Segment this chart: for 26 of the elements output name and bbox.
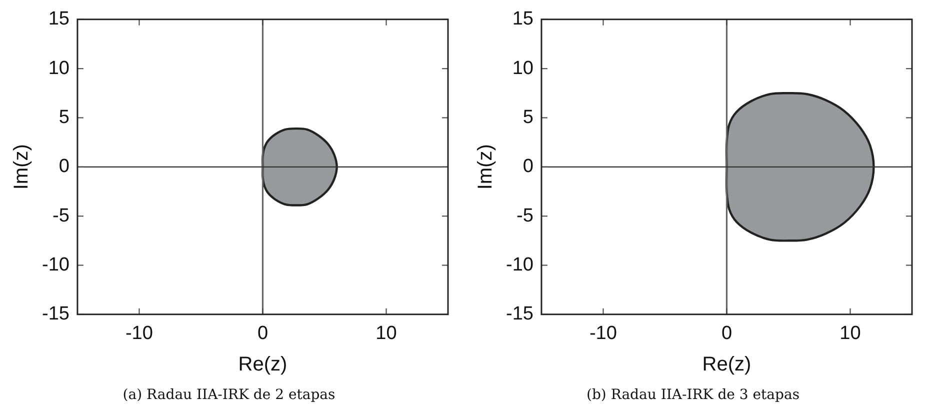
y-tick-label: -10 [506, 254, 534, 276]
y-tick-label: -5 [516, 205, 534, 226]
x-tick-label: 0 [257, 323, 268, 344]
y-axis-title: Im(z) [474, 144, 497, 190]
y-tick-label: 0 [58, 156, 70, 178]
x-tick-label: 10 [840, 323, 861, 344]
x-tick-label: -10 [589, 323, 617, 344]
text: (a) Radau IIA-IRK de 2 etapas [122, 387, 336, 404]
y-tick-label: 0 [522, 156, 534, 178]
x-axis-title: Re(z) [238, 354, 288, 376]
x-tick-label: -10 [125, 323, 153, 344]
text: (b) Radau IIA-IRK de 3 etapas [586, 387, 800, 404]
y-tick-label: -5 [52, 205, 70, 226]
x-tick-label: 0 [721, 323, 732, 344]
x-axis-title: Re(z) [702, 354, 752, 376]
y-tick-label: 5 [522, 106, 534, 128]
y-tick-label: -15 [42, 304, 70, 325]
y-tick-label: 10 [512, 58, 534, 79]
y-tick-label: -15 [506, 304, 534, 325]
y-tick-label: 15 [512, 8, 534, 30]
y-tick-label: 10 [48, 58, 70, 79]
y-tick-label: 15 [48, 8, 70, 30]
y-tick-label: -10 [42, 254, 70, 276]
y-tick-label: 5 [58, 106, 70, 128]
x-tick-label: 10 [376, 323, 397, 344]
y-axis-title: Im(z) [10, 144, 33, 190]
